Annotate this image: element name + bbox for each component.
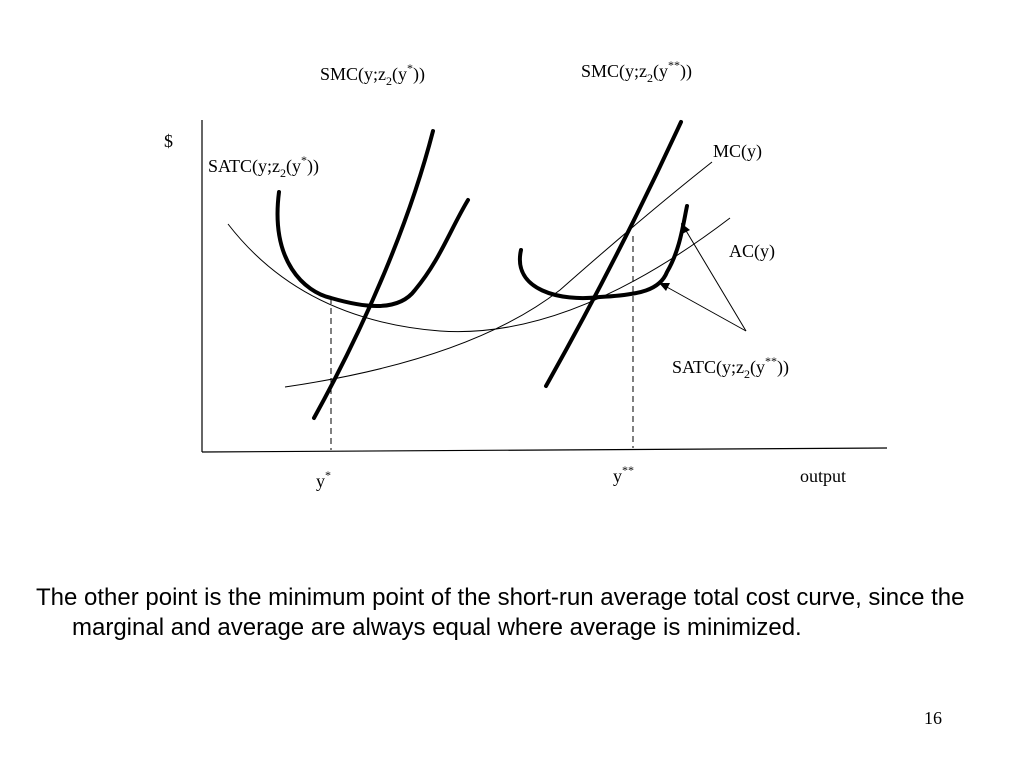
arrowhead-lower	[659, 283, 670, 291]
arrow-line-upper	[684, 228, 747, 332]
page-number: 16	[924, 708, 942, 728]
satc-star-curve	[275, 190, 470, 308]
satc-dstar-label: SATC(y;z2(y**))	[672, 354, 789, 381]
satc-dstar-curve	[517, 204, 689, 301]
cost-curves-diagram: $ SMC(y;z2(y*)) SMC(y;z2(y**)) SATC(y;z2…	[164, 58, 888, 491]
arrowhead-upper	[681, 223, 690, 234]
satc-star-label: SATC(y;z2(y*))	[208, 153, 319, 180]
ac-curve	[227, 217, 731, 333]
x-axis	[201, 447, 888, 453]
mc-label: MC(y)	[713, 141, 762, 162]
smc-star-label: SMC(y;z2(y*))	[320, 61, 425, 88]
x-axis-label: output	[800, 466, 846, 486]
y-axis-label: $	[164, 131, 173, 151]
ac-label: AC(y)	[729, 241, 775, 262]
smc-dstar-label: SMC(y;z2(y**))	[581, 58, 692, 85]
ydstar-label: y**	[613, 463, 634, 486]
smc-star-curve	[312, 129, 435, 420]
slide-caption: The other point is the minimum point of …	[36, 584, 965, 641]
smc-dstar-curve	[544, 120, 683, 388]
ystar-label: y*	[316, 468, 331, 491]
arrow-line-lower	[664, 285, 747, 332]
